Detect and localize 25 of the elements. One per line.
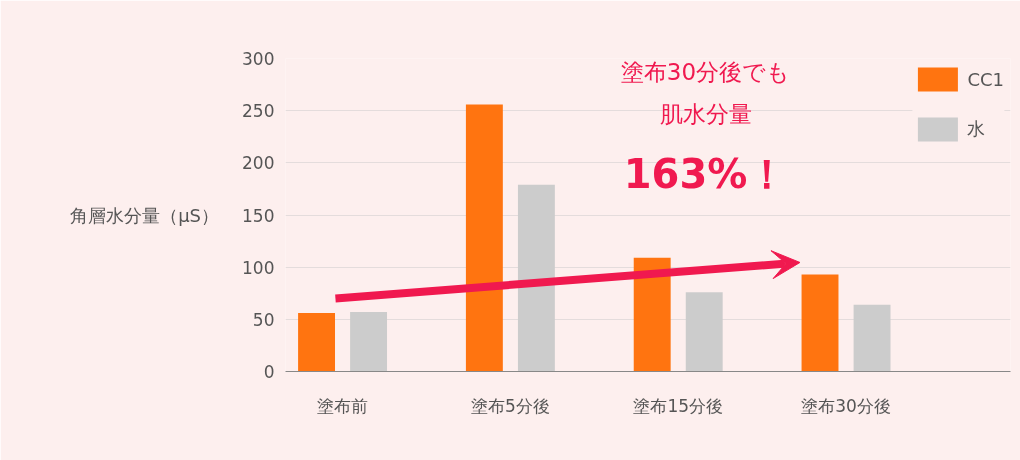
annotation: 塗布30分後でも: [620, 58, 791, 85]
y-axis-title: 角層水分量（μS）: [70, 204, 220, 226]
x-tick-label: 塗布5分後: [470, 395, 550, 416]
x-tick-label: 塗布前: [317, 395, 369, 416]
y-tick-label: 300: [242, 49, 275, 69]
x-tick-label: 塗布15分後: [633, 395, 724, 416]
y-tick-label: 50: [252, 309, 275, 330]
legend-label: 水: [967, 117, 987, 141]
y-tick-label: 200: [242, 153, 275, 174]
bar: [685, 292, 723, 372]
bar: [465, 104, 503, 372]
legend-label: CC1: [967, 68, 1004, 90]
y-tick-label: 250: [242, 101, 275, 122]
bar: [298, 313, 336, 372]
y-tick-label: 100: [242, 257, 275, 278]
bar: [350, 312, 388, 372]
bar: [801, 274, 839, 372]
y-tick-label: 0: [263, 362, 275, 382]
bar: [853, 304, 891, 372]
x-tick-label: 塗布30分後: [801, 395, 891, 416]
annotation: 163%！: [623, 150, 788, 197]
bar: [517, 184, 555, 372]
y-tick-label: 150: [242, 205, 275, 226]
annotation: 肌水分量: [659, 100, 752, 127]
bar: [633, 257, 671, 372]
